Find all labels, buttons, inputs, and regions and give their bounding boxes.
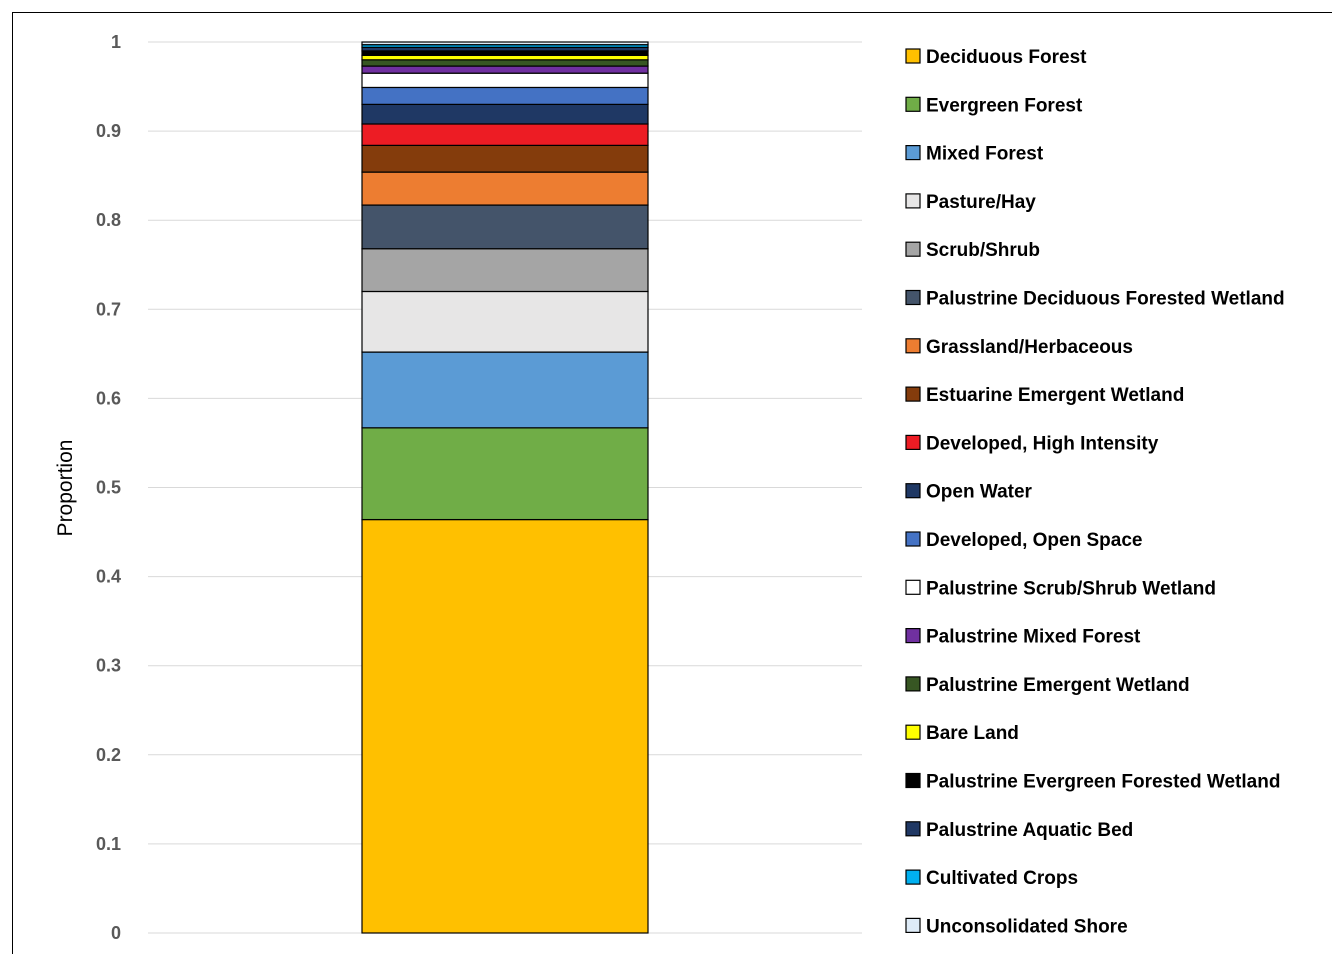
y-tick-label: 0 xyxy=(111,923,121,943)
bar-segment xyxy=(361,144,649,173)
bar-segment xyxy=(361,171,649,206)
legend-label: Palustrine Aquatic Bed xyxy=(926,820,1133,841)
bar-segment xyxy=(361,204,649,250)
legend-swatch xyxy=(905,869,921,885)
legend-swatch xyxy=(905,724,921,740)
bar-segment xyxy=(361,427,649,521)
bar-segment xyxy=(361,41,649,46)
legend-item: Unconsolidated Shore xyxy=(905,916,1128,937)
bar-segment xyxy=(361,86,649,105)
legend-swatch xyxy=(905,193,921,209)
legend-swatch xyxy=(905,821,921,837)
legend-swatch xyxy=(905,627,921,644)
legend-item: Developed, High Intensity xyxy=(905,433,1159,454)
legend-item: Deciduous Forest xyxy=(905,47,1087,68)
legend-label: Developed, High Intensity xyxy=(926,433,1159,454)
y-tick-label: 0.6 xyxy=(96,388,121,408)
legend-label: Pasture/Hay xyxy=(926,192,1036,213)
y-tick-label: 1 xyxy=(111,32,121,52)
y-tick-label: 0.8 xyxy=(96,210,121,230)
legend-swatch xyxy=(905,386,921,402)
legend-item: Grassland/Herbaceous xyxy=(905,337,1133,358)
legend-item: Palustrine Emergent Wetland xyxy=(905,675,1190,696)
legend-item: Scrub/Shrub xyxy=(905,240,1040,261)
bar-segment xyxy=(361,103,649,125)
bar-segment xyxy=(361,65,649,74)
legend-label: Evergreen Forest xyxy=(926,95,1083,116)
legend-swatch xyxy=(905,676,921,692)
legend-label: Palustrine Evergreen Forested Wetland xyxy=(926,772,1280,793)
bar-segment xyxy=(361,54,649,61)
y-tick-label: 0.9 xyxy=(96,121,121,141)
legend-swatch xyxy=(905,434,921,450)
legend-label: Estuarine Emergent Wetland xyxy=(926,385,1184,406)
legend-swatch xyxy=(905,772,921,789)
bar-segment xyxy=(361,248,649,293)
y-axis-ticks: 0 0.1 0.2 0.3 0.4 0.5 0.6 0.7 0.8 0.9 1 xyxy=(96,32,121,943)
bar-segment xyxy=(361,123,649,146)
y-tick-label: 0.4 xyxy=(96,567,121,587)
bar-segment xyxy=(361,351,649,429)
legend-item: Palustrine Scrub/Shrub Wetland xyxy=(905,578,1216,599)
bar-segment xyxy=(361,290,649,353)
legend-swatch xyxy=(905,289,921,306)
y-tick-label: 0.5 xyxy=(96,478,121,498)
legend-swatch xyxy=(905,338,921,354)
chart-frame xyxy=(12,12,1332,954)
legend-item: Open Water xyxy=(905,482,1033,503)
legend-swatch xyxy=(905,48,921,64)
bar-segment xyxy=(361,72,649,89)
legend-label: Palustrine Mixed Forest xyxy=(926,627,1141,648)
legend-item: Mixed Forest xyxy=(905,144,1044,165)
legend-swatch xyxy=(905,531,921,547)
legend-item: Estuarine Emergent Wetland xyxy=(905,385,1184,406)
legend-item: Palustrine Evergreen Forested Wetland xyxy=(905,772,1280,793)
legend-item: Palustrine Mixed Forest xyxy=(905,627,1141,648)
legend-label: Unconsolidated Shore xyxy=(926,916,1128,937)
y-tick-label: 0.3 xyxy=(96,656,121,676)
y-tick-label: 0.7 xyxy=(96,299,121,319)
legend-label: Scrub/Shrub xyxy=(926,240,1040,261)
legend-label: Open Water xyxy=(926,482,1033,503)
legend-swatch xyxy=(905,483,921,499)
stacked-bar xyxy=(361,41,649,934)
legend-swatch xyxy=(905,241,921,257)
y-axis-title: Proportion xyxy=(54,440,77,537)
legend-item: Palustrine Deciduous Forested Wetland xyxy=(905,289,1285,310)
legend-label: Palustrine Scrub/Shrub Wetland xyxy=(926,578,1216,599)
legend-label: Mixed Forest xyxy=(926,144,1044,165)
bar-segment xyxy=(361,518,649,934)
legend-label: Palustrine Deciduous Forested Wetland xyxy=(926,289,1285,310)
bar-segment xyxy=(361,50,649,56)
legend-item: Pasture/Hay xyxy=(905,192,1036,213)
legend-item: Bare Land xyxy=(905,723,1019,744)
legend-item: Developed, Open Space xyxy=(905,530,1142,551)
legend-label: Palustrine Emergent Wetland xyxy=(926,675,1190,696)
bar-segment xyxy=(361,59,649,67)
legend-swatch xyxy=(905,579,921,595)
legend-label: Developed, Open Space xyxy=(926,530,1142,551)
legend-item: Palustrine Aquatic Bed xyxy=(905,820,1133,841)
legend-swatch xyxy=(905,917,921,934)
legend-label: Cultivated Crops xyxy=(926,868,1078,889)
legend-label: Bare Land xyxy=(926,723,1019,744)
legend: Deciduous Forest Evergreen Forest Mixed Fo… xyxy=(905,47,1285,937)
legend-swatch xyxy=(905,145,921,161)
legend-label: Grassland/Herbaceous xyxy=(926,337,1133,358)
legend-label: Deciduous Forest xyxy=(926,47,1087,68)
y-tick-label: 0.1 xyxy=(96,834,121,854)
legend-swatch xyxy=(905,96,921,112)
legend-item: Cultivated Crops xyxy=(905,868,1078,889)
legend-item: Evergreen Forest xyxy=(905,95,1083,116)
y-tick-label: 0.2 xyxy=(96,745,121,765)
